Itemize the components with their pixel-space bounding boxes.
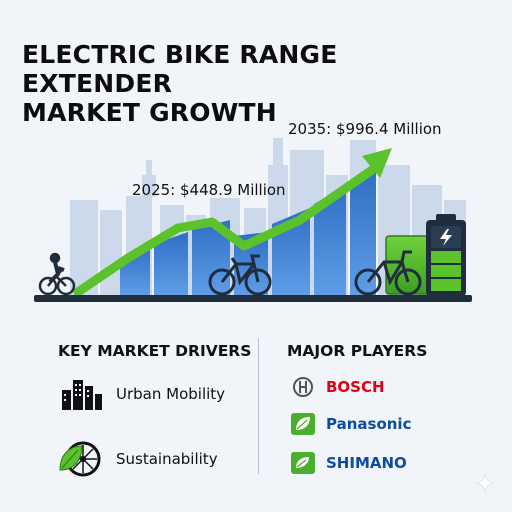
player-shimano: SHIMANO	[290, 451, 407, 475]
key-drivers-heading: KEY MARKET DRIVERS	[58, 342, 252, 360]
driver-urban-mobility: Urban Mobility	[60, 376, 225, 412]
battery-icon	[426, 214, 466, 296]
title-line-1: ELECTRIC BIKE RANGE EXTENDER	[22, 40, 338, 98]
driver-sustainability: Sustainability	[56, 440, 218, 478]
driver-label: Sustainability	[116, 450, 218, 468]
bosch-logo-icon	[293, 377, 313, 397]
leaf-wheel-icon	[59, 441, 101, 477]
annotation-2035-value: 2035: $996.4 Million	[288, 120, 442, 138]
player-label: Panasonic	[326, 415, 412, 433]
city-buildings-icon	[62, 380, 102, 410]
annotation-2025-value: 2025: $448.9 Million	[132, 181, 286, 199]
sparkle-icon	[476, 474, 494, 492]
bar-7	[350, 170, 376, 295]
player-panasonic: Panasonic	[290, 412, 411, 436]
growth-arrow	[73, 148, 392, 297]
title-line-2: MARKET GROWTH	[22, 98, 277, 127]
shimano-logo-icon	[291, 452, 315, 474]
player-label: BOSCH	[326, 378, 385, 396]
player-label: SHIMANO	[326, 454, 407, 472]
page-title: ELECTRIC BIKE RANGE EXTENDER MARKET GROW…	[22, 40, 492, 127]
ebike-icon	[354, 235, 431, 296]
bar-2	[154, 232, 188, 295]
bar-6	[314, 186, 346, 295]
player-bosch: BOSCH	[290, 376, 385, 398]
section-divider	[258, 338, 259, 474]
bar-3	[192, 220, 230, 295]
major-players-heading: MAJOR PLAYERS	[287, 342, 428, 360]
panasonic-leaf-icon	[291, 413, 315, 435]
driver-label: Urban Mobility	[116, 385, 226, 403]
bicycle-icon	[208, 254, 272, 296]
ground-line	[34, 295, 472, 302]
cyclist-icon	[38, 252, 76, 296]
